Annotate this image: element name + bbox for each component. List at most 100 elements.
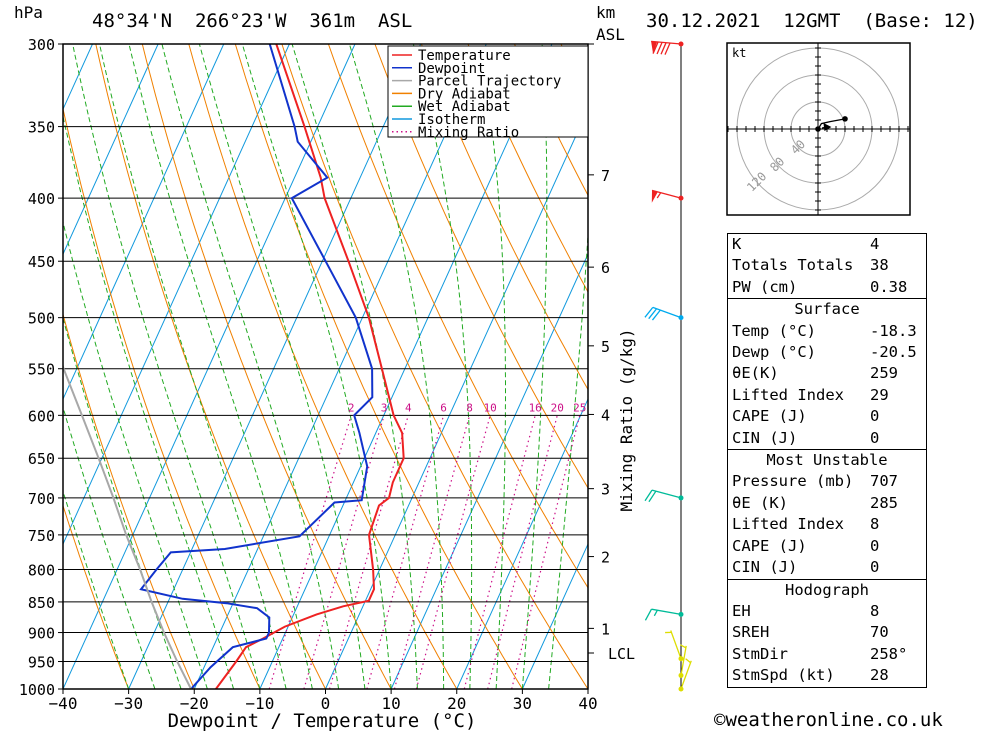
mixing-ratio-label: 8 — [466, 401, 473, 414]
mixing-ratio-labels: 2 3 4 6 8 10 16 20 25 — [348, 401, 587, 414]
index-label: EH — [732, 601, 751, 620]
isotherm-line — [128, 44, 422, 689]
indices-section-title: Most Unstable — [727, 449, 927, 472]
height-tick-label: 6 — [601, 259, 610, 277]
index-value: 258° — [870, 644, 908, 663]
section-title: Hodograph — [727, 578, 927, 601]
height-tick-label: LCL — [608, 645, 635, 663]
indices-row: Temp (°C) -18.3 — [728, 321, 927, 342]
legend-label: Dewpoint — [418, 61, 485, 77]
indices-row: StmDir 258° — [728, 644, 927, 665]
wind-barb-shaft — [680, 645, 687, 676]
mixing-ratio-label: 10 — [484, 401, 497, 414]
indices-row: SREH 70 — [728, 622, 927, 643]
wind-barbs — [644, 40, 692, 692]
pressure-tick-label: 300 — [28, 36, 55, 54]
temperature-tick-label: 40 — [578, 694, 597, 713]
hodograph-end-dot — [842, 116, 848, 122]
legend-box — [387, 45, 589, 138]
index-label: StmDir — [732, 644, 788, 663]
dry-adiabat-line — [933, 44, 1000, 689]
indices-section-title: Surface — [727, 298, 927, 321]
pressure-tick-label: 950 — [28, 654, 55, 672]
wind-barb-feather — [644, 489, 653, 502]
datetime: 30.12.2021 12GMT (Base: 12) — [646, 10, 978, 32]
isotherm-line — [521, 542, 588, 689]
height-tick-label: 3 — [601, 481, 610, 499]
profile-series — [63, 44, 405, 689]
indices-row: CIN (J) 0 — [728, 557, 927, 579]
height-tick-label: 1 — [601, 620, 610, 638]
indices-row: CAPE (J) 0 — [728, 536, 927, 557]
legend-label: Wet Adiabat — [418, 99, 511, 115]
wind-barb — [644, 489, 684, 503]
wet-adiabat-line — [521, 44, 548, 689]
legend-label: Dry Adiabat — [418, 86, 511, 102]
pressure-tick-label: 700 — [28, 490, 55, 508]
pressure-tick-label: 850 — [28, 594, 55, 612]
wind-barb-shaft — [651, 489, 682, 499]
wind-barb-pennant — [651, 41, 658, 54]
series-line-dewpoint — [139, 44, 374, 689]
height-tick-label: 7 — [601, 167, 610, 185]
pressure-tick-label: 450 — [28, 253, 55, 271]
wet-adiabat-line — [348, 44, 445, 689]
dry-adiabat-line — [467, 44, 588, 294]
isobar-lines — [63, 43, 588, 690]
pressure-tick-label: 500 — [28, 310, 55, 328]
wind-barb-shaft — [651, 608, 682, 616]
legend-label: Isotherm — [418, 112, 485, 128]
isotherm-line — [63, 44, 290, 546]
index-label: Lifted Index — [732, 515, 844, 534]
pressure-axis: 300 350 400 450 500 550 600 650 700 750 800 850 900 9… — [19, 36, 63, 699]
mixing-ratio-axis-label: Mixing Ratio (g/kg) — [617, 328, 636, 511]
indices-row: θE (K) 285 — [728, 493, 927, 514]
legend-label: Temperature — [418, 48, 511, 64]
temperature-tick-label: 30 — [513, 694, 532, 713]
indices-row: CAPE (J) 0 — [728, 406, 927, 427]
index-value: 0 — [870, 407, 880, 426]
wind-barb — [651, 189, 684, 203]
pressure-unit: hPa — [14, 3, 43, 22]
index-value: 0 — [870, 428, 880, 447]
pressure-tick-label: 650 — [28, 450, 55, 468]
pressure-tick-label: 350 — [28, 119, 55, 137]
pressure-tick-label: 600 — [28, 407, 55, 425]
index-label: SREH — [732, 623, 770, 642]
pressure-tick-label: 550 — [28, 361, 55, 379]
height-axis: 7 6 5 4 3 2 1 LCL — [588, 43, 682, 689]
hodograph-origin-dot — [815, 126, 821, 132]
index-value: 0.38 — [870, 277, 908, 296]
x-axis-label: Dewpoint / Temperature (°C) — [168, 710, 477, 732]
temperature-tick-label: −10 — [245, 694, 274, 713]
height-unit-sub: ASL — [596, 25, 625, 44]
isotherm-line — [259, 44, 553, 689]
section-title: Surface — [727, 298, 927, 321]
height-unit: km — [596, 3, 616, 22]
wind-barb — [665, 630, 684, 662]
wet-adiabat-line — [479, 44, 506, 689]
height-tick-label: 2 — [601, 549, 610, 567]
wind-barb-feather — [660, 42, 667, 55]
wind-barb-feather — [652, 41, 659, 54]
mixing-ratio-line — [328, 415, 409, 689]
index-label: CIN (J) — [732, 558, 798, 577]
mixing-ratio-label: 20 — [551, 401, 564, 414]
wind-barb-half-feather — [653, 609, 658, 617]
mixing-ratio-line — [268, 415, 352, 689]
indices-section-title: Hodograph — [727, 578, 927, 601]
index-label: K — [732, 235, 742, 253]
index-label: CAPE (J) — [732, 536, 807, 555]
temperature-tick-label: −30 — [114, 694, 143, 713]
wet-adiabat-line — [548, 227, 588, 689]
index-label: CIN (J) — [732, 428, 798, 447]
wind-barb — [651, 40, 684, 55]
wet-adiabat-line — [63, 489, 130, 689]
height-tick-label: 5 — [601, 338, 610, 356]
isotherm-line — [63, 44, 356, 689]
isotherm-line — [390, 252, 588, 689]
section-title: Most Unstable — [727, 449, 927, 472]
wind-barb — [678, 644, 687, 678]
